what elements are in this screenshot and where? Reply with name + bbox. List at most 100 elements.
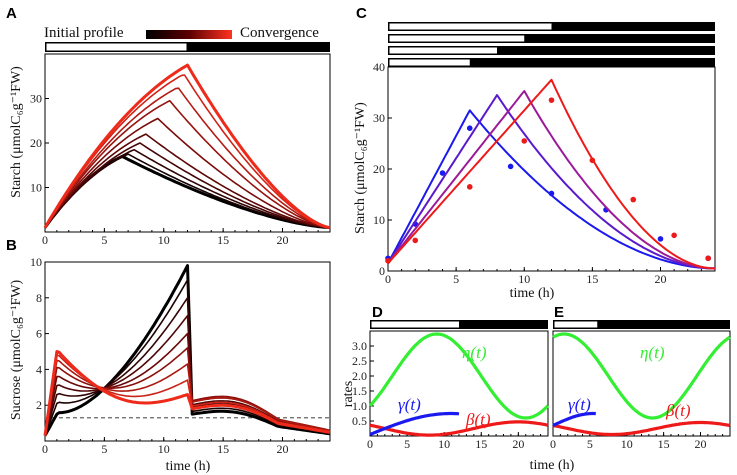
- y-tick-label: 2: [36, 398, 42, 412]
- eta-line: [552, 332, 731, 420]
- sucrose-line: [43, 264, 331, 437]
- y-tick-label: 1.0: [352, 399, 367, 413]
- xlabel-c: time (h): [510, 286, 555, 301]
- data-point: [466, 184, 473, 190]
- beta-label-d: β(t): [465, 410, 491, 429]
- photoperiod-bar-a: [45, 42, 330, 52]
- y-tick-label: 20: [373, 162, 385, 176]
- x-tick-label: 0: [42, 233, 48, 247]
- data-point: [507, 163, 514, 170]
- ylabel-d: rates: [341, 381, 356, 407]
- data-point: [548, 190, 555, 197]
- data-point: [671, 232, 677, 239]
- beta-label-e: β(t): [665, 401, 691, 420]
- photoperiod-light: [389, 47, 497, 54]
- x-tick-label: 5: [587, 437, 593, 451]
- gamma-label-e: γ(t): [568, 395, 591, 414]
- panel-label-c: C: [356, 5, 367, 22]
- eta-label-d: η(t): [462, 343, 487, 362]
- starch-line: [44, 148, 331, 229]
- x-tick-label: 10: [158, 233, 170, 247]
- starch-line: [44, 74, 331, 229]
- starch-line: [44, 142, 331, 229]
- x-tick-label: 20: [277, 233, 289, 247]
- y-tick-label: 30: [373, 111, 385, 125]
- x-tick-label: 10: [518, 272, 530, 286]
- panel-d-rates-plot: 0 5 10 15 20 0.51.01.52.02.53.0: [352, 320, 550, 451]
- y-tick-label: 30: [30, 92, 42, 106]
- x-tick-label: 20: [655, 272, 667, 286]
- y-tick-label: 0.5: [352, 414, 367, 428]
- data-point: [630, 196, 637, 203]
- photoperiod-light: [371, 321, 459, 328]
- panel-label-b: B: [6, 237, 17, 254]
- starch-line: [44, 87, 331, 229]
- y-tick-label: 10: [373, 213, 385, 227]
- photoperiod-bar: [388, 46, 715, 55]
- data-point: [521, 138, 528, 144]
- y-tick-label: 10: [30, 181, 42, 195]
- x-tick-label: 10: [438, 437, 450, 451]
- x-tick-label: 15: [475, 437, 487, 451]
- data-point: [466, 125, 473, 131]
- panel-e-rates-plot: 0 5 10 15 20: [550, 320, 731, 451]
- eta-line: [368, 332, 550, 420]
- x-tick-label: 5: [453, 272, 459, 286]
- panel-label-d: D: [372, 304, 383, 321]
- data-point: [657, 236, 664, 242]
- gamma-line: [552, 411, 596, 427]
- y-tick-label: 1.5: [352, 384, 367, 398]
- photoperiod-bar: [388, 34, 715, 43]
- x-tick-label: 5: [101, 442, 107, 456]
- x-tick-label: 15: [217, 233, 229, 247]
- beta-line: [369, 420, 549, 437]
- x-tick-label: 5: [101, 233, 107, 247]
- y-tick-label: 4: [36, 362, 42, 376]
- data-point: [589, 157, 596, 164]
- photoperiod-bar: [388, 58, 715, 67]
- starch-line: [44, 133, 331, 229]
- x-tick-label: 10: [621, 437, 633, 451]
- y-tick-label: 40: [373, 60, 385, 74]
- x-tick-label: 10: [158, 442, 170, 456]
- legend-convergence: Convergence: [240, 25, 319, 41]
- photoperiod-bar: [553, 320, 730, 329]
- ylabel-c: Starch (μmolC₆g⁻¹FW): [353, 102, 368, 234]
- x-tick-label: 20: [277, 442, 289, 456]
- eta-label-e: η(t): [640, 343, 665, 362]
- data-point: [385, 258, 391, 264]
- starch-line: [44, 99, 331, 229]
- panel-a-starch-plot: 0 5 10 15 20 10 20 30: [30, 53, 331, 247]
- y-tick-label: 10: [30, 255, 42, 269]
- legend-initial-profile: Initial profile: [44, 25, 124, 41]
- xlabel-d: time (h): [530, 458, 575, 473]
- gamma-label-d: γ(t): [398, 395, 421, 414]
- data-point: [439, 170, 446, 176]
- xlabel-b: time (h): [166, 459, 211, 474]
- y-tick-label: 20: [30, 136, 42, 150]
- y-tick-label: 8: [36, 291, 42, 305]
- x-tick-label: 15: [658, 437, 670, 451]
- y-tick-label: 3.0: [352, 339, 367, 353]
- model-line: [387, 78, 715, 270]
- legend-gradient-bar: [146, 30, 232, 39]
- x-tick-label: 0: [42, 442, 48, 456]
- model-line: [387, 90, 715, 270]
- ylabel-b: Sucrose (μmolC₆g⁻¹FW): [9, 280, 24, 421]
- beta-line: [552, 420, 731, 437]
- panel-label-e: E: [554, 304, 564, 321]
- gamma-line: [369, 411, 460, 436]
- x-tick-label: 20: [695, 437, 707, 451]
- y-tick-label: 2.0: [352, 369, 367, 383]
- x-tick-label: 15: [217, 442, 229, 456]
- x-tick-label: 5: [404, 437, 410, 451]
- data-point: [412, 237, 419, 244]
- x-tick-label: 15: [586, 272, 598, 286]
- starch-line: [44, 117, 331, 229]
- x-tick-label: 0: [385, 272, 391, 286]
- x-tick-label: 0: [367, 437, 373, 451]
- model-line: [387, 94, 715, 270]
- starch-line: [43, 63, 331, 230]
- panel-label-a: A: [6, 5, 17, 22]
